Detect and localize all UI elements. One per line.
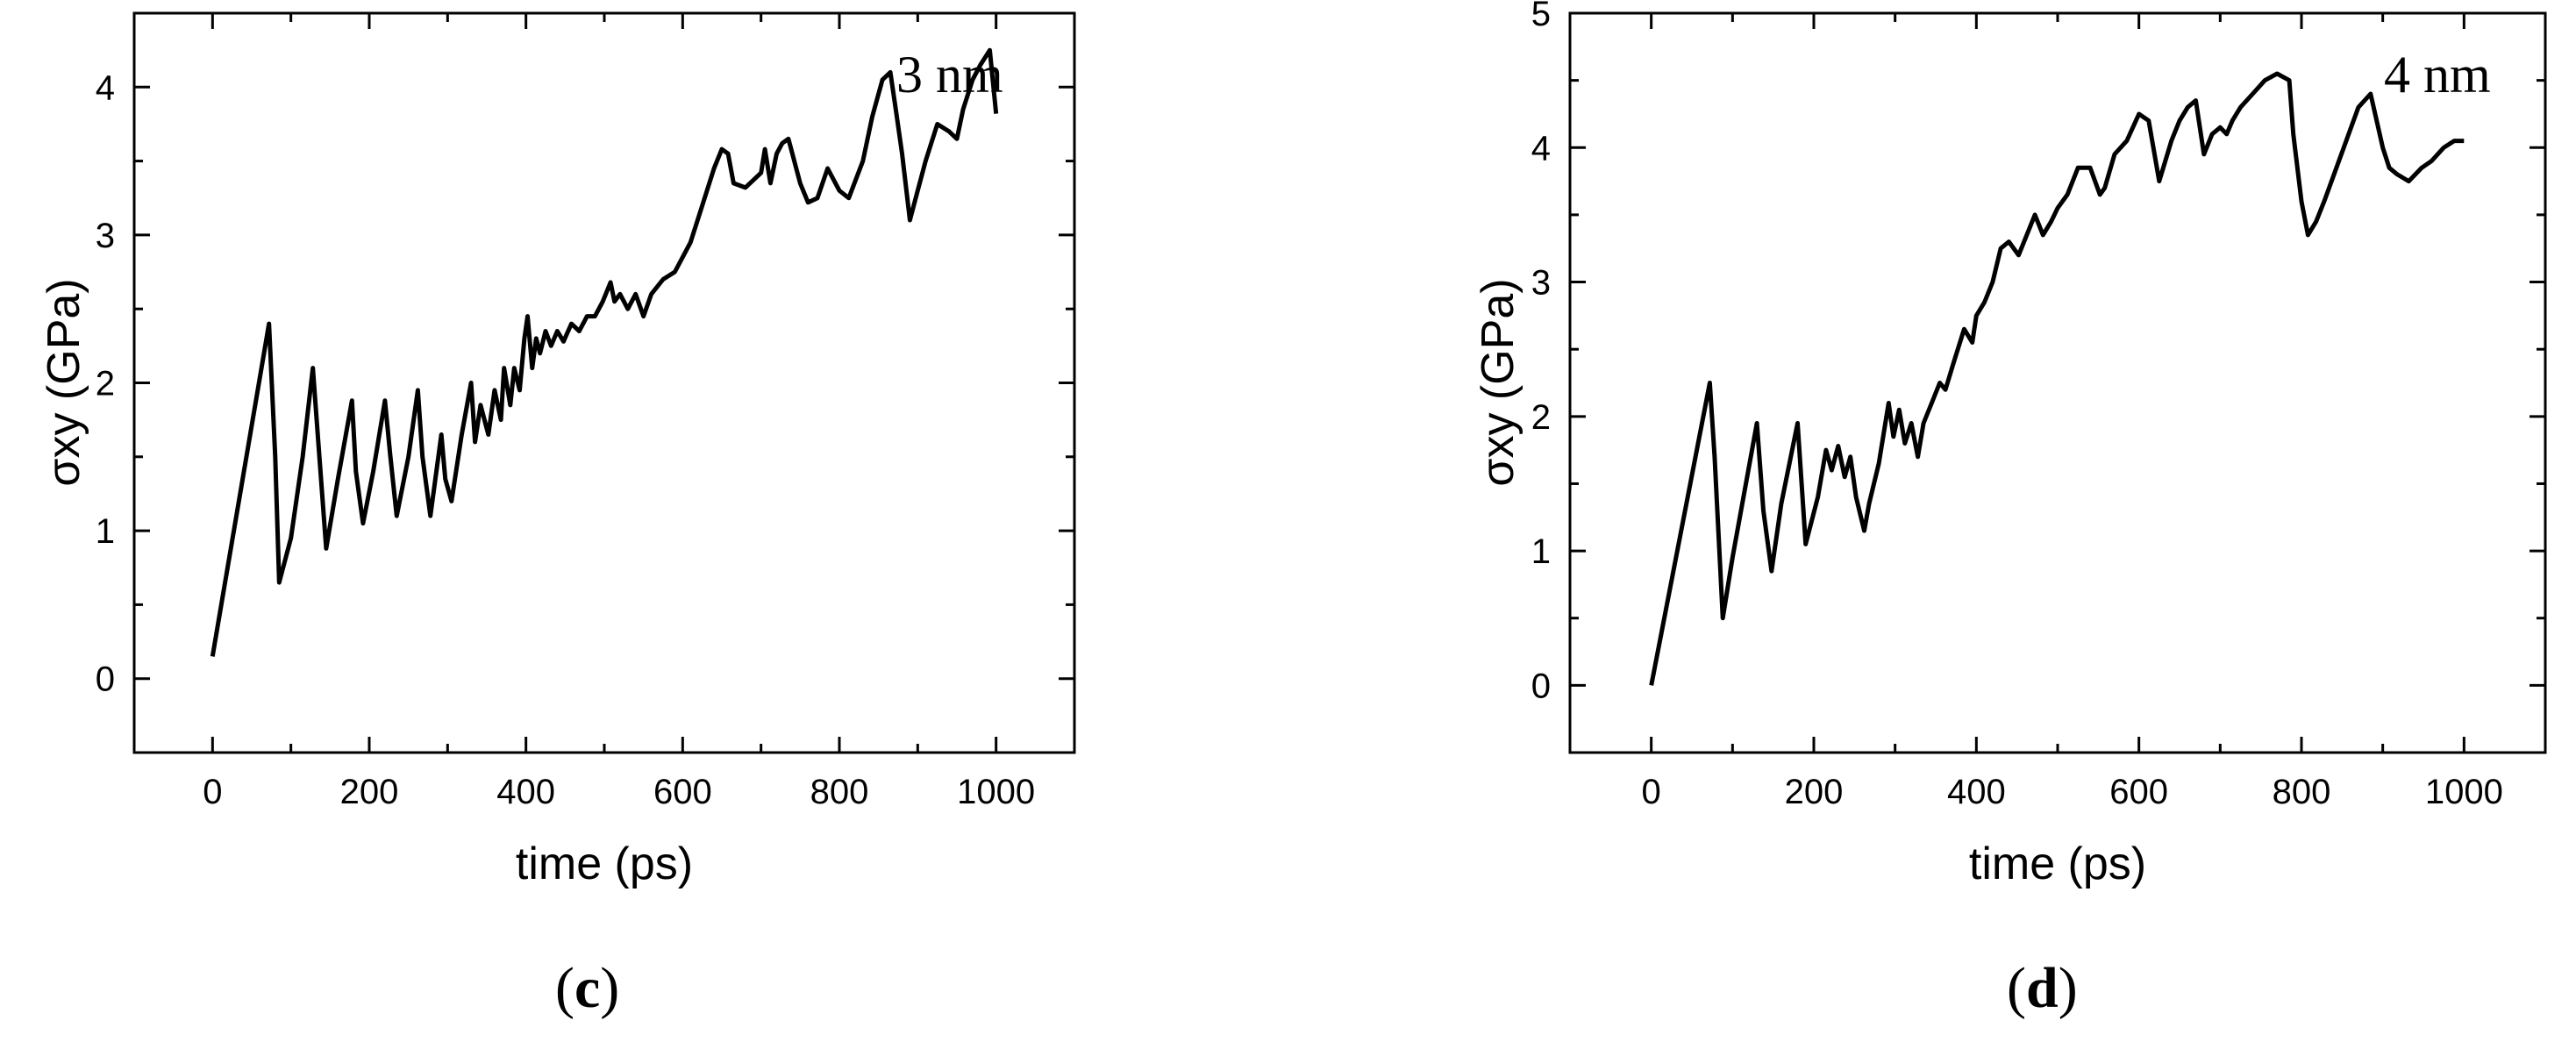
- x-tick-label: 800: [2273, 773, 2331, 811]
- panel-label-d: (d): [2007, 956, 2078, 1020]
- y-tick-label: 1: [96, 512, 115, 551]
- series-line: [210, 47, 999, 657]
- y-tick-label: 2: [1531, 398, 1551, 437]
- x-tick-label: 1000: [957, 773, 1035, 811]
- x-tick-label: 200: [1785, 773, 1844, 811]
- x-tick-label: 0: [203, 773, 222, 811]
- x-tick-label: 0: [1642, 773, 1661, 811]
- size-annotation: 3 nm: [896, 46, 1003, 103]
- y-tick-label: 0: [96, 660, 115, 699]
- x-tick-label: 600: [2109, 773, 2168, 811]
- panel-label-c: (c): [555, 956, 619, 1020]
- x-tick-label: 600: [653, 773, 712, 811]
- plot-frame: [1568, 11, 2547, 754]
- y-tick-label: 3: [96, 217, 115, 255]
- tick-labels: 0 200 400 600 800 1000 0 1 2 3 4: [96, 68, 1035, 811]
- size-annotation: 4 nm: [2384, 46, 2491, 103]
- y-tick-label: 5: [1531, 0, 1551, 33]
- x-tick-label: 200: [340, 773, 399, 811]
- y-axis-label: σxy (GPa): [1473, 278, 1523, 486]
- x-tick-label: 400: [1947, 773, 2006, 811]
- x-tick-label: 1000: [2425, 773, 2503, 811]
- plot-frame: [132, 11, 1076, 754]
- x-tick-label: 400: [496, 773, 555, 811]
- x-axis-label: time (ps): [1969, 839, 2146, 889]
- y-axis-label: σxy (GPa): [39, 278, 89, 486]
- tick-marks: [132, 11, 1076, 754]
- series-line: [1649, 71, 2465, 686]
- y-tick-label: 3: [1531, 264, 1551, 303]
- y-tick-label: 4: [96, 68, 115, 107]
- tick-marks: [1568, 11, 2547, 754]
- chart-panel-c: 0 200 400 600 800 1000 0 1 2 3 4 3 nm time (ps) σx…: [39, 11, 1076, 1020]
- y-tick-label: 2: [96, 365, 115, 403]
- x-axis-label: time (ps): [516, 839, 693, 889]
- tick-labels: 0 200 400 600 800 1000 0 1 2 3 4 5: [1531, 0, 2503, 811]
- y-tick-label: 1: [1531, 532, 1551, 571]
- y-tick-label: 4: [1531, 129, 1551, 168]
- x-tick-label: 800: [810, 773, 869, 811]
- y-tick-label: 0: [1531, 667, 1551, 705]
- chart-panel-d: 0 200 400 600 800 1000 0 1 2 3 4 5 4 nm time (ps) σ…: [1473, 0, 2547, 1020]
